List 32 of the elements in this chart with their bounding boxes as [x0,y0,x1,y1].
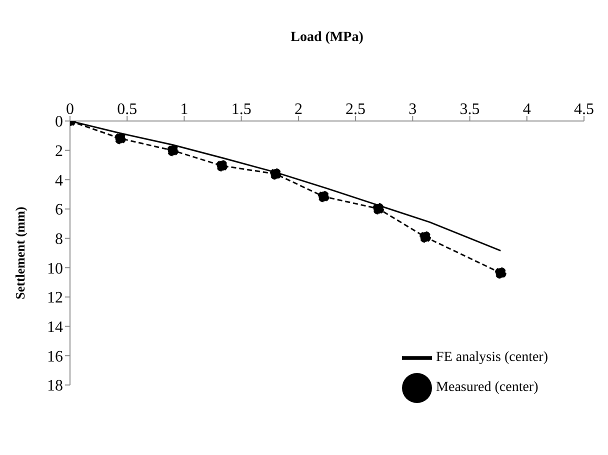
x-tick-label: 4 [522,101,531,118]
y-tick-label: 12 [47,290,63,307]
y-tick-label: 10 [47,260,63,278]
point [372,202,384,214]
y-tick-label: 2 [55,143,63,160]
x-tick-label: 4.5 [574,101,594,118]
x-tick-label: 2.5 [346,101,366,118]
point [318,190,330,202]
point [114,132,126,144]
point [419,231,431,243]
point [167,144,179,156]
point [270,168,282,180]
x-axis-title: Load (MPa) [290,30,364,45]
y-tick-label: 18 [47,378,63,395]
x-tick-label: 1 [180,101,188,118]
y-tick-label: 0 [55,114,63,131]
x-tick-label: 0.5 [117,101,138,118]
point [216,160,228,172]
y-tick-label: 4 [55,172,63,190]
y-axis-title: Settlement (mm) [12,206,28,300]
x-tick-label: 3 [408,101,417,118]
y-tick-label: 16 [47,348,63,366]
x-tick-label: 3.5 [460,101,480,118]
point [494,267,506,279]
x-tick-label: 0 [66,101,74,118]
y-tick-label: 14 [47,319,63,336]
x-tick-label: 2 [294,101,302,118]
legend-label: FE analysis (center) [436,350,548,366]
y-tick-label: 8 [55,231,63,248]
legend-label: Measured (center) [436,380,538,396]
x-tick-label: 1.5 [231,101,252,118]
y-tick-label: 6 [55,202,63,219]
